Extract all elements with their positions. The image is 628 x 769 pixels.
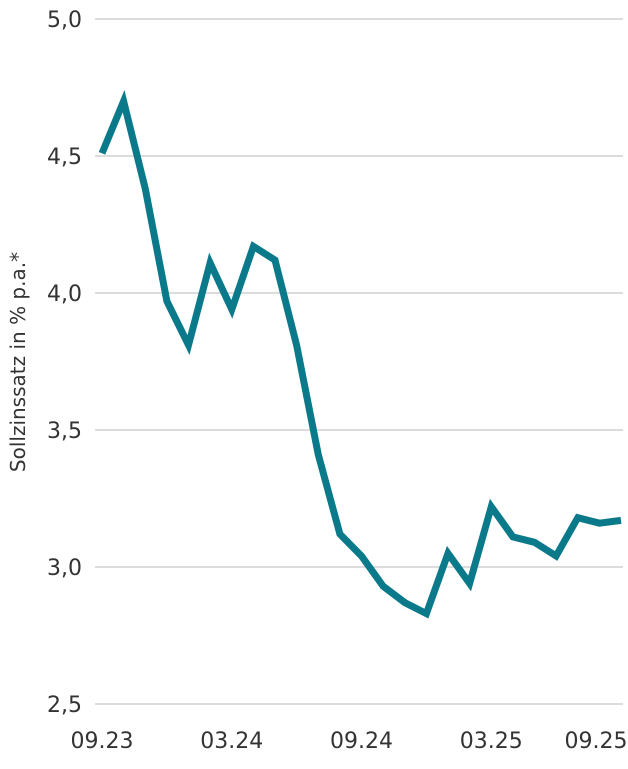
x-tick-label: 09.25 — [565, 729, 628, 754]
y-tick-label: 3,5 — [47, 419, 82, 444]
y-tick-label: 4,5 — [47, 145, 82, 170]
x-axis-ticks: 09.23 03.24 09.24 03.25 09.25 — [71, 729, 628, 754]
gridlines — [95, 18, 623, 705]
y-axis-label: Sollzinssatz in % p.a.* — [6, 252, 30, 472]
x-tick-label: 09.23 — [71, 729, 134, 754]
x-tick-label: 03.25 — [460, 729, 523, 754]
y-tick-label: 2,5 — [47, 693, 82, 718]
x-tick-label: 09.24 — [330, 729, 393, 754]
y-tick-label: 3,0 — [47, 556, 82, 581]
y-axis-ticks: 2,5 3,0 3,5 4,0 4,5 5,0 — [47, 8, 82, 718]
interest-rate-line — [98, 90, 622, 619]
x-tick-label: 03.24 — [200, 729, 263, 754]
y-tick-label: 5,0 — [47, 8, 82, 33]
y-tick-label: 4,0 — [47, 282, 82, 307]
